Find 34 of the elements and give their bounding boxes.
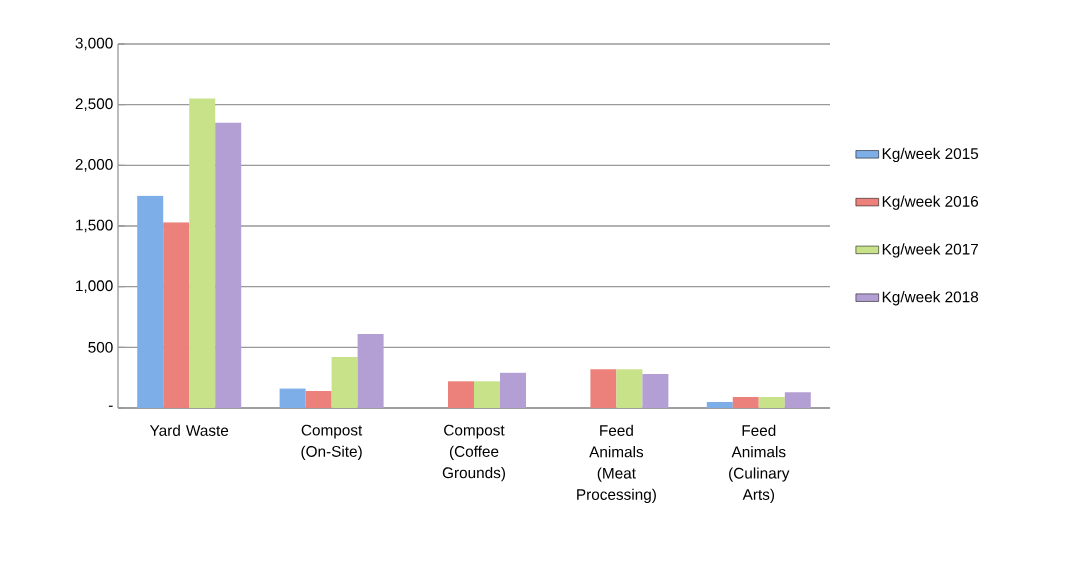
x-tick-label: Compost (On-Site) [301, 424, 363, 460]
x-tick-label: Compost (Coffee Grounds) [442, 424, 506, 482]
bar [590, 369, 617, 408]
y-tick-label: 500 [88, 341, 113, 353]
bar [305, 391, 332, 408]
bar [500, 372, 526, 408]
legend-label: Kg/week 2015 [882, 147, 979, 163]
bar [279, 388, 306, 408]
x-tick-label: Yard Waste [149, 424, 229, 436]
bar [732, 397, 759, 408]
bar [189, 98, 216, 408]
x-tick-label: Feed Animals (Meat Processing) [577, 424, 656, 503]
legend-label: Kg/week 2016 [882, 195, 979, 210]
bar [331, 357, 358, 408]
y-tick-label: 3,000 [75, 37, 113, 51]
legend-label: Kg/week 2018 [882, 291, 979, 306]
bar [706, 401, 733, 408]
x-tick-label: Feed Animals (Culinary Arts) [729, 424, 790, 503]
y-tick-label: 2,500 [75, 98, 113, 111]
bar [163, 222, 190, 408]
bar [474, 381, 500, 408]
bar [616, 369, 643, 408]
bar [448, 381, 474, 408]
bar [357, 333, 384, 408]
bar [642, 374, 669, 408]
bar [137, 195, 164, 408]
y-tick-label: 1,500 [76, 219, 113, 233]
bar [215, 122, 242, 408]
bar [784, 392, 811, 408]
bar [758, 397, 785, 408]
y-tick-label: - [108, 405, 113, 407]
y-tick-label: 2,000 [75, 159, 113, 172]
y-tick-label: 1,000 [76, 280, 113, 293]
legend-label: Kg/week 2017 [882, 243, 978, 258]
